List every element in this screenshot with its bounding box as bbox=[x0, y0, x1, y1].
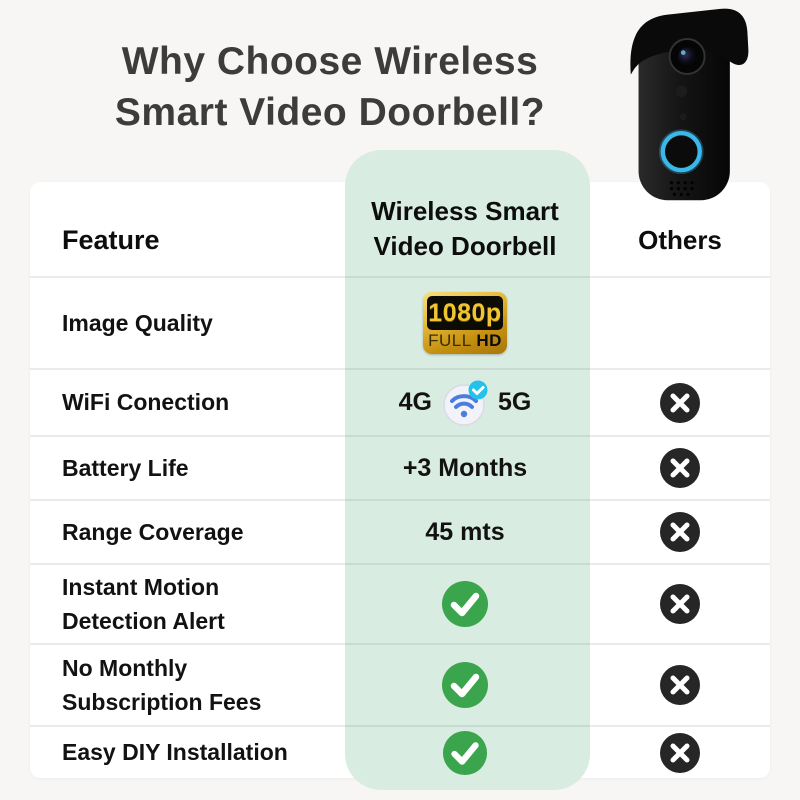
table-row: Battery Life +3 Months bbox=[30, 437, 770, 501]
wifi-icon bbox=[443, 380, 488, 426]
column-header-feature: Feature bbox=[62, 224, 160, 255]
page-title: Why Choose Wireless Smart Video Doorbell… bbox=[30, 36, 630, 138]
column-header-product: Wireless Smart Video Doorbell bbox=[371, 196, 559, 261]
cross-icon bbox=[660, 665, 700, 705]
table-row: Easy DIY Installation bbox=[30, 727, 770, 778]
doorbell-button-ring bbox=[660, 131, 702, 173]
cross-icon bbox=[660, 512, 700, 552]
feature-label: Battery Life bbox=[62, 454, 189, 481]
feature-label: Range Coverage bbox=[62, 518, 244, 545]
table-row: Instant Motion Detection Alert bbox=[30, 565, 770, 645]
feature-label: Image Quality bbox=[62, 309, 213, 336]
cross-icon bbox=[660, 732, 700, 773]
wifi-4g-label: 4G bbox=[398, 388, 432, 416]
table-row: WiFi Conection 4G 5G bbox=[30, 370, 770, 437]
column-header-others: Others bbox=[638, 224, 722, 255]
table-row: Image Quality 1080p FULL HD bbox=[30, 278, 770, 370]
table-row: Range Coverage 45 mts bbox=[30, 501, 770, 565]
feature-label: WiFi Conection bbox=[62, 389, 230, 416]
cross-icon bbox=[660, 382, 700, 423]
range-value: 45 mts bbox=[425, 517, 505, 546]
wifi-check-badge bbox=[468, 380, 488, 399]
cross-icon bbox=[660, 448, 700, 488]
table-header-row: Feature Wireless Smart Video Doorbell Ot… bbox=[30, 182, 770, 278]
1080p-full-hd-badge: 1080p FULL HD bbox=[423, 292, 507, 354]
feature-label: Easy DIY Installation bbox=[62, 739, 288, 766]
doorbell-speaker-holes bbox=[670, 181, 694, 196]
table-row: No Monthly Subscription Fees bbox=[30, 645, 770, 727]
wifi-5g-label: 5G bbox=[498, 388, 532, 416]
cross-icon bbox=[660, 584, 700, 624]
comparison-table: Feature Wireless Smart Video Doorbell Ot… bbox=[30, 182, 770, 778]
check-icon bbox=[442, 730, 488, 775]
check-icon bbox=[442, 581, 488, 627]
doorbell-product-image bbox=[630, 8, 749, 201]
battery-value: +3 Months bbox=[402, 453, 528, 482]
page-title-line2: Smart Video Doorbell? bbox=[114, 91, 546, 134]
feature-label: Instant Motion Detection Alert bbox=[62, 573, 225, 635]
page-title-line1: Why Choose Wireless bbox=[121, 40, 539, 83]
feature-label: No Monthly Subscription Fees bbox=[62, 654, 262, 716]
check-icon bbox=[442, 662, 488, 708]
doorbell-sensor bbox=[675, 85, 688, 98]
